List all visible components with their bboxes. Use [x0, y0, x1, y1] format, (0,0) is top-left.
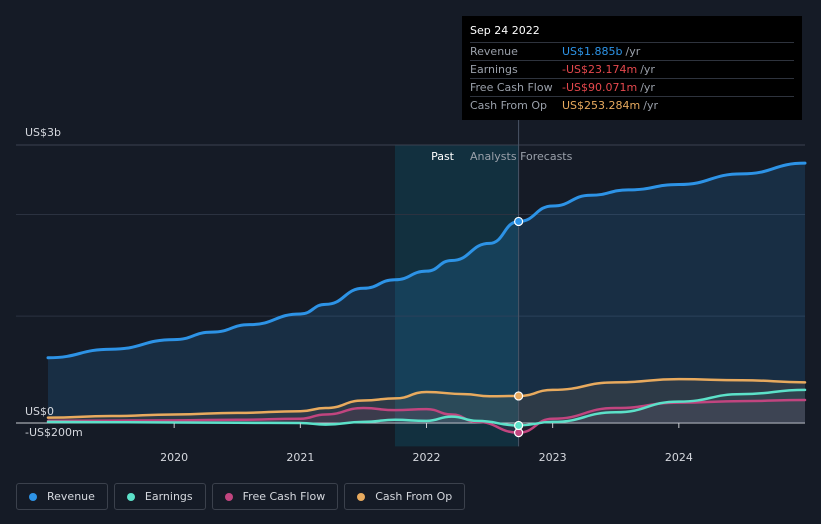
past-label: Past — [431, 150, 455, 163]
y-bottom-label: -US$200m — [25, 426, 83, 439]
tooltip-row-value: US$1.885b — [562, 45, 623, 58]
legend-item-cash-from-op[interactable]: Cash From Op — [344, 483, 466, 510]
legend-dot-icon — [29, 492, 37, 501]
legend-dot-icon — [357, 492, 366, 501]
tooltip-row-value: -US$90.071m — [562, 81, 638, 94]
tooltip-date: Sep 24 2022 — [470, 24, 540, 37]
legend-item-earnings[interactable]: Earnings — [113, 483, 206, 510]
cash-from-op-line — [46, 377, 807, 419]
legend-item-revenue[interactable]: Revenue — [16, 483, 108, 510]
x-tick-label: 2023 — [539, 451, 567, 464]
legend-item-free-cash-flow[interactable]: Free Cash Flow — [211, 483, 339, 510]
legend-label: Earnings — [144, 490, 193, 503]
legend-label: Free Cash Flow — [242, 490, 326, 503]
tooltip-row-value: -US$23.174m — [562, 63, 638, 76]
tooltip-row-label: Earnings — [470, 63, 518, 76]
legend: Revenue Earnings Free Cash Flow Cash From O… — [16, 483, 466, 510]
legend-label: Cash From Op — [375, 490, 453, 503]
legend-dot-icon — [224, 492, 233, 501]
tooltip-row-label: Cash From Op — [470, 99, 548, 112]
tooltip-row: Free Cash Flow -US$90.071m/yr — [470, 78, 794, 96]
x-tick-label: 2022 — [413, 451, 441, 464]
cash-from-op-marker — [514, 391, 524, 401]
revenue-area — [48, 163, 805, 423]
tooltip-row-label: Free Cash Flow — [470, 81, 553, 94]
earnings-area — [48, 389, 805, 426]
x-tick-label: 2021 — [286, 451, 314, 464]
revenue-line — [46, 161, 807, 360]
tooltip-row: Revenue US$1.885b/yr — [470, 42, 794, 60]
tooltip: Sep 24 2022 Revenue US$1.885b/yr Earnings -… — [462, 16, 802, 120]
tooltip-row-value: US$253.284m — [562, 99, 641, 112]
forecast-label: Analysts Forecasts — [470, 150, 573, 163]
earnings-line — [46, 388, 807, 427]
tooltip-row-unit: /yr — [625, 45, 641, 58]
revenue-marker — [514, 216, 524, 227]
tooltip-row-label: Revenue — [470, 45, 518, 58]
tooltip-row: Cash From Op US$253.284m/yr — [470, 96, 794, 114]
tooltip-row-unit: /yr — [640, 81, 655, 94]
legend-label: Revenue — [47, 490, 95, 503]
x-tick-label: 2020 — [160, 451, 188, 464]
y-zero-label: US$0 — [25, 405, 54, 418]
tooltip-row-unit: /yr — [643, 99, 658, 112]
earnings-marker — [514, 420, 524, 431]
tooltip-row: Earnings -US$23.174m/yr — [470, 60, 794, 78]
tooltip-row-unit: /yr — [640, 63, 655, 76]
legend-dot-icon — [126, 492, 135, 501]
y-top-label: US$3b — [25, 126, 61, 139]
x-tick-label: 2024 — [665, 451, 693, 464]
